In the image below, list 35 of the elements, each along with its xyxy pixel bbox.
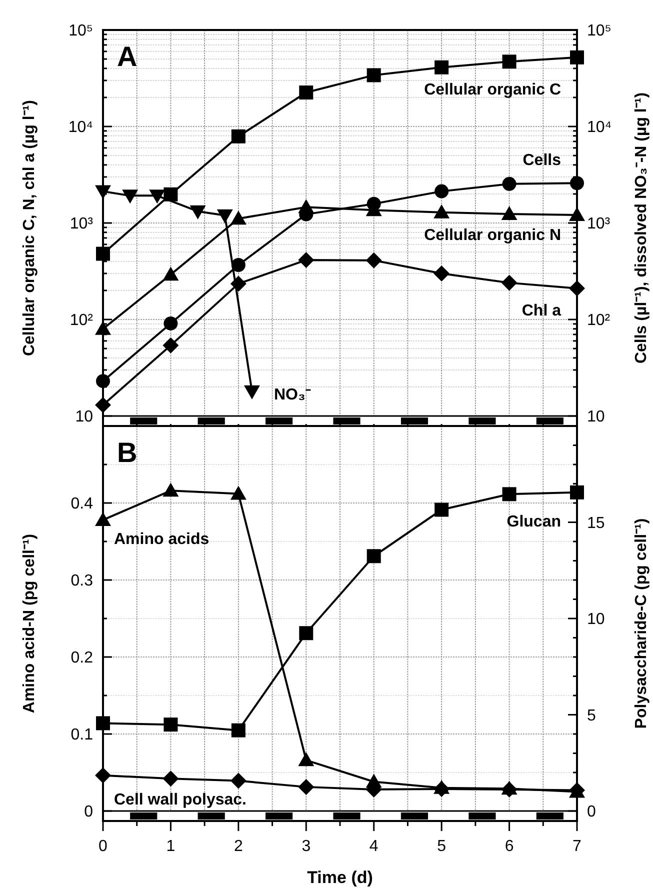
y-axis-title: Amino acid-N (pg cell⁻¹) — [21, 534, 38, 714]
chart-title: A — [117, 41, 138, 72]
y-tick-label: 10⁴ — [587, 119, 612, 136]
x-tick-label: 7 — [572, 838, 582, 855]
y2-tick-label: 15 — [587, 514, 605, 532]
y-tick-label: 0.3 — [70, 572, 94, 590]
series-label: Cells — [522, 152, 562, 170]
series-label: Glucan — [506, 513, 561, 530]
chart-title: B — [117, 437, 138, 468]
y-tick-label: 10 — [587, 408, 605, 426]
x-tick-label: 5 — [437, 838, 446, 855]
y2-axis-title: Cells (µl⁻¹), dissolved NO₃⁻-N (µg l⁻¹) — [633, 92, 650, 364]
y2-axis-title: Polysaccharide-C (pg cell⁻¹) — [633, 518, 650, 729]
y-tick-label: 10² — [587, 312, 611, 330]
y-axis-title: Cellular organic C, N, chl a (µg l⁻¹) — [21, 100, 38, 356]
y2-tick-label: 5 — [587, 707, 596, 724]
series-label: Amino acids — [114, 530, 210, 548]
x-tick-label: 1 — [166, 838, 176, 855]
series-label: NO₃⁻ — [274, 386, 312, 404]
y-tick-label: 0.1 — [70, 726, 94, 744]
series-label: Cellular organic C — [424, 81, 562, 98]
series-label: Cellular organic N — [424, 227, 561, 244]
x-tick-label: 2 — [234, 838, 243, 855]
x-tick-label: 0 — [98, 838, 108, 855]
y-tick-label: 10³ — [587, 216, 611, 233]
y-tick-label: 0 — [84, 804, 94, 821]
y-tick-label: 0.2 — [70, 650, 94, 667]
y-tick-label: 10⁵ — [587, 22, 612, 40]
x-tick-label: 6 — [504, 838, 514, 855]
series-label: Cell wall polysac. — [114, 791, 246, 808]
x-tick-label: 4 — [369, 838, 378, 855]
y-tick-label: 0.4 — [70, 496, 94, 513]
series-label: Chl a — [522, 302, 562, 320]
x-axis-title: Time (d) — [307, 868, 373, 887]
x-tick-label: 3 — [302, 838, 311, 855]
